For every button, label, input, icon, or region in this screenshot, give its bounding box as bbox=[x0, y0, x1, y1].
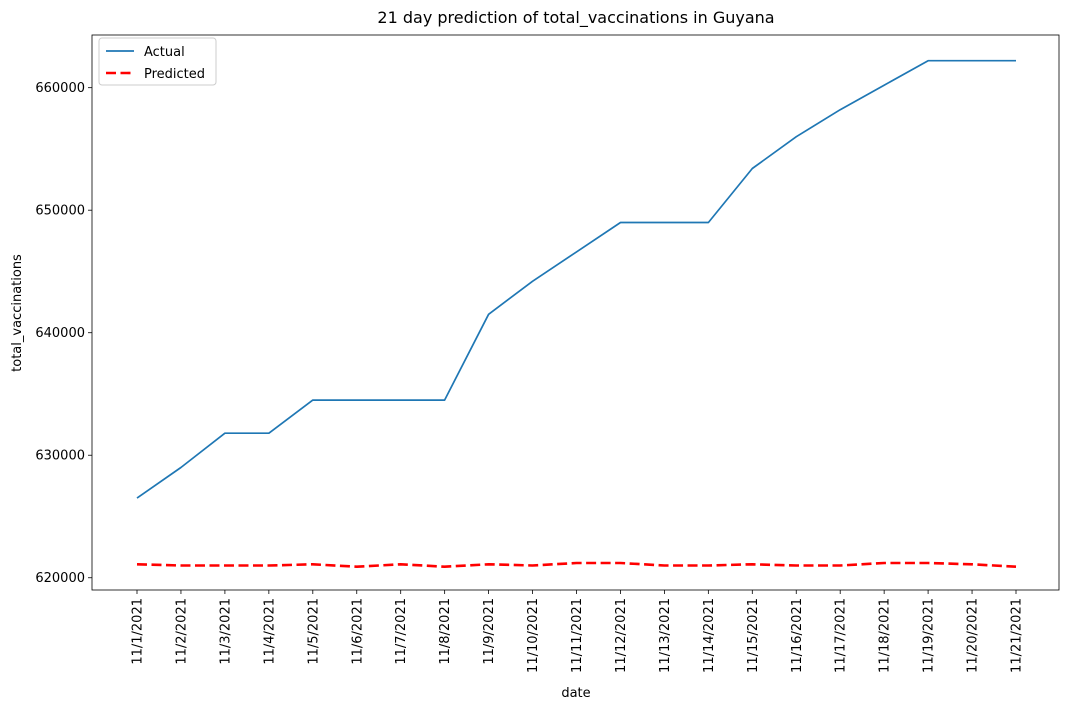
x-tick-label: 11/1/2021 bbox=[131, 598, 146, 665]
x-axis-label: date bbox=[561, 686, 590, 701]
y-tick-label: 650000 bbox=[35, 204, 85, 219]
plot-frame bbox=[91, 34, 1060, 591]
x-tick-label: 11/6/2021 bbox=[350, 598, 365, 665]
series-line-actual bbox=[136, 59, 1016, 499]
x-tick-label: 11/5/2021 bbox=[306, 598, 321, 665]
x-tick-label: 11/21/2021 bbox=[1010, 598, 1025, 673]
chart-title: 21 day prediction of total_vaccinations … bbox=[377, 8, 774, 28]
y-tick-label: 630000 bbox=[35, 449, 85, 464]
x-tick-label: 11/7/2021 bbox=[394, 598, 409, 665]
x-tick-label: 11/14/2021 bbox=[702, 598, 717, 673]
x-tick-label: 11/2/2021 bbox=[174, 598, 189, 665]
x-tick-label: 11/3/2021 bbox=[218, 598, 233, 665]
legend-label-actual: Actual bbox=[144, 45, 185, 60]
x-tick-label: 11/16/2021 bbox=[790, 598, 805, 673]
x-tick-label: 11/11/2021 bbox=[570, 598, 585, 673]
y-axis-label: total_vaccinations bbox=[10, 254, 25, 372]
x-tick-label: 11/18/2021 bbox=[878, 598, 893, 673]
plot-area: 620000 630000 640000 650000 660000 11/1/2021 1… bbox=[35, 34, 1060, 673]
x-tick-label: 11/8/2021 bbox=[438, 598, 453, 665]
legend-label-predicted: Predicted bbox=[144, 67, 205, 82]
x-tick-label: 11/4/2021 bbox=[262, 598, 277, 665]
y-tick-label: 640000 bbox=[35, 326, 85, 341]
x-tick-label: 11/17/2021 bbox=[834, 598, 849, 673]
series-line-predicted bbox=[136, 561, 1017, 569]
legend: Actual Predicted bbox=[98, 37, 217, 86]
x-tick-label: 11/10/2021 bbox=[526, 598, 541, 673]
y-tick-label: 660000 bbox=[35, 81, 85, 96]
x-tick-label: 11/20/2021 bbox=[966, 598, 981, 673]
x-tick-label: 11/19/2021 bbox=[922, 598, 937, 673]
x-tick-label: 11/13/2021 bbox=[658, 598, 673, 673]
x-tick-label: 11/15/2021 bbox=[746, 598, 761, 673]
x-tick-label: 11/9/2021 bbox=[482, 598, 497, 665]
y-tick-label: 620000 bbox=[35, 571, 85, 586]
x-tick-label: 11/12/2021 bbox=[614, 598, 629, 673]
